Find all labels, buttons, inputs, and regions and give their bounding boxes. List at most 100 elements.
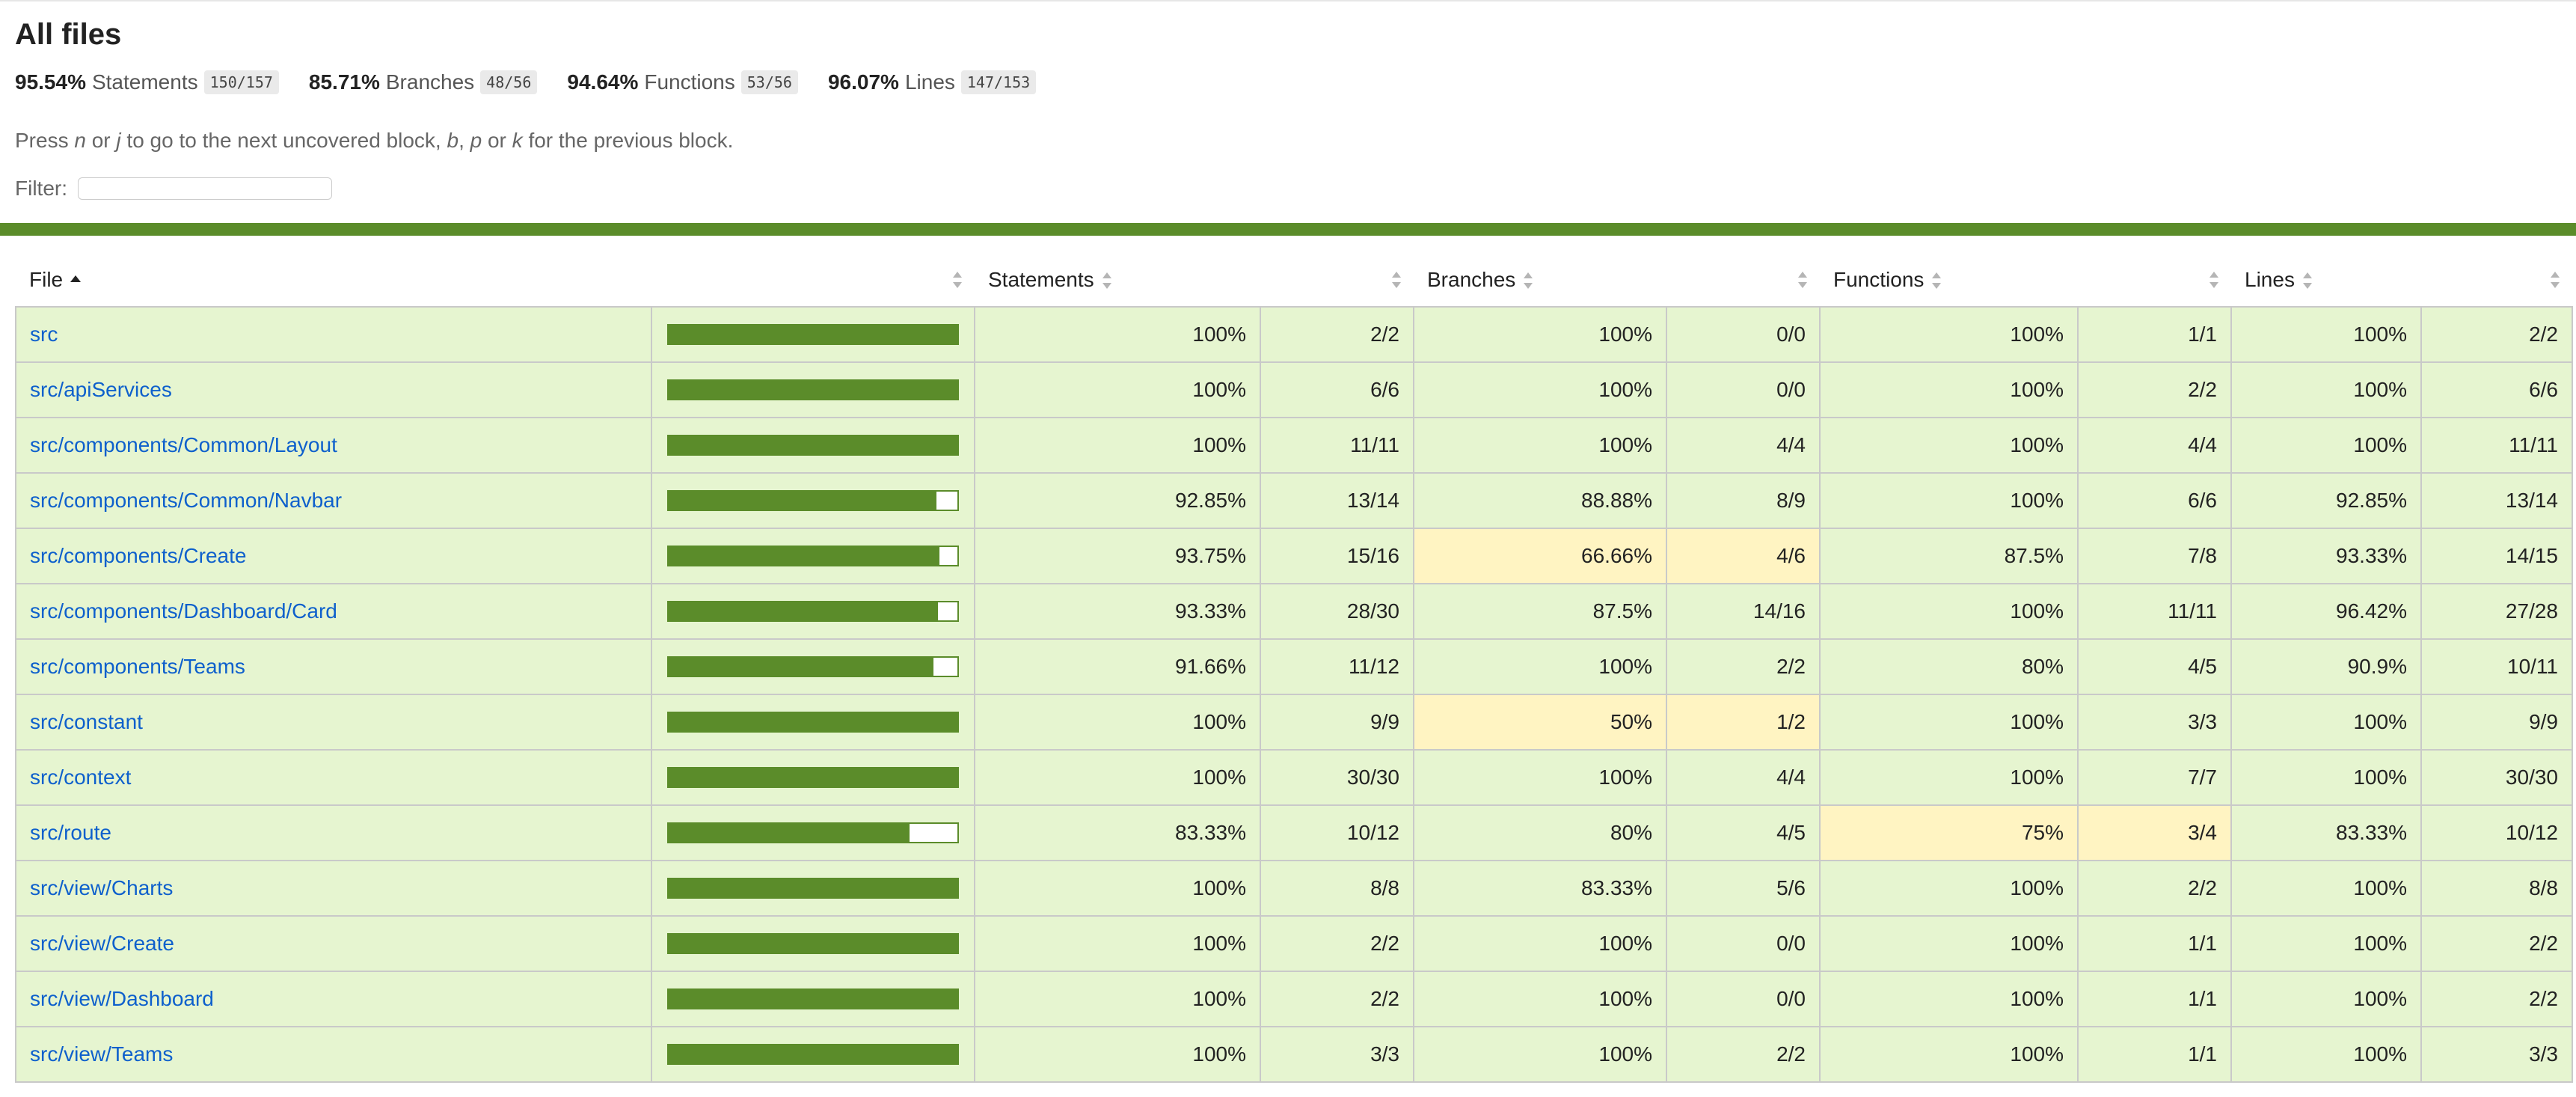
file-link[interactable]: src/components/Teams <box>30 655 245 678</box>
file-link[interactable]: src/components/Common/Navbar <box>30 489 343 512</box>
statements-pct-cell: 100% <box>974 417 1261 474</box>
statements-count-cell: 15/16 <box>1260 528 1414 584</box>
functions-pct-cell: 75% <box>1819 804 2079 861</box>
file-link[interactable]: src/components/Create <box>30 544 247 567</box>
col-branches-header[interactable]: Branches <box>1414 253 1666 307</box>
lines-count-cell: 9/9 <box>2420 694 2573 751</box>
branches-count-cell: 0/0 <box>1666 306 1821 363</box>
coverage-bar-cell <box>651 583 975 640</box>
functions-pct-cell: 100% <box>1819 306 2079 363</box>
file-cell: src <box>15 306 652 363</box>
status-bar <box>0 223 2576 236</box>
statements-count-cell: 2/2 <box>1260 306 1414 363</box>
branches-count-cell: 2/2 <box>1666 638 1821 695</box>
branches-count-cell: 0/0 <box>1666 361 1821 418</box>
hint-text: for the previous block. <box>522 129 734 152</box>
col-statements-header[interactable]: Statements <box>975 253 1260 307</box>
col-file-header[interactable]: File <box>16 253 651 307</box>
table-row: src/route 83.33% 10/12 80% 4/5 75% 3/4 83.33% 10… <box>15 804 2573 861</box>
summary-fraction-badge: 150/157 <box>203 70 279 94</box>
summary-functions: 94.64% Functions 53/56 <box>567 70 798 94</box>
col-functions-header[interactable]: Functions <box>1820 253 2078 307</box>
file-link[interactable]: src <box>30 323 58 346</box>
file-link[interactable]: src/apiServices <box>30 378 172 401</box>
lines-pct-cell: 90.9% <box>2230 638 2422 695</box>
branches-pct-cell: 100% <box>1413 1026 1667 1083</box>
coverage-bar <box>667 988 959 1009</box>
coverage-bar <box>667 878 959 899</box>
coverage-bar <box>667 435 959 456</box>
file-link[interactable]: src/constant <box>30 710 143 733</box>
keyboard-hint: Press n or j to go to the next uncovered… <box>15 127 733 154</box>
coverage-table: File Statements Branches Functions Lines… <box>15 253 2573 1083</box>
statements-count-cell: 11/11 <box>1260 417 1414 474</box>
filter-input[interactable] <box>78 177 332 200</box>
col-statements-count-header[interactable] <box>1260 253 1414 307</box>
lines-pct-cell: 100% <box>2230 860 2422 917</box>
summary-label: Functions <box>644 70 735 94</box>
file-link[interactable]: src/route <box>30 821 111 844</box>
statements-pct-cell: 100% <box>974 971 1261 1027</box>
file-cell: src/apiServices <box>15 361 652 418</box>
branches-pct-cell: 100% <box>1413 915 1667 972</box>
hint-key: k <box>512 129 523 152</box>
file-cell: src/components/Create <box>15 528 652 584</box>
summary-fraction-badge: 147/153 <box>960 70 1037 94</box>
branches-pct-cell: 100% <box>1413 749 1667 806</box>
coverage-bar-fill <box>669 658 933 676</box>
col-functions-label: Functions <box>1833 267 1925 291</box>
file-cell: src/context <box>15 749 652 806</box>
hint-text: or <box>85 129 117 152</box>
coverage-bar-cell <box>651 860 975 917</box>
branches-pct-cell: 100% <box>1413 417 1667 474</box>
coverage-bar-cell <box>651 417 975 474</box>
summary-label: Branches <box>385 70 475 94</box>
file-cell: src/view/Create <box>15 915 652 972</box>
col-branches-count-header[interactable] <box>1666 253 1820 307</box>
file-link[interactable]: src/components/Common/Layout <box>30 433 337 456</box>
file-link[interactable]: src/components/Dashboard/Card <box>30 599 337 623</box>
sort-icon <box>1102 272 1112 290</box>
lines-pct-cell: 100% <box>2230 306 2422 363</box>
functions-pct-cell: 100% <box>1819 694 2079 751</box>
top-rule <box>0 0 2576 1</box>
file-link[interactable]: src/view/Dashboard <box>30 987 214 1010</box>
file-link[interactable]: src/view/Create <box>30 932 174 955</box>
summary-branches: 85.71% Branches 48/56 <box>309 70 538 94</box>
file-link[interactable]: src/view/Charts <box>30 876 174 899</box>
summary-fraction-badge: 48/56 <box>480 70 538 94</box>
file-cell: src/constant <box>15 694 652 751</box>
file-cell: src/view/Dashboard <box>15 971 652 1027</box>
functions-pct-cell: 100% <box>1819 417 2079 474</box>
lines-count-cell: 2/2 <box>2420 306 2573 363</box>
coverage-bar <box>667 546 959 566</box>
col-lines-count-header[interactable] <box>2421 253 2572 307</box>
statements-pct-cell: 100% <box>974 361 1261 418</box>
branches-count-cell: 8/9 <box>1666 472 1821 529</box>
statements-count-cell: 28/30 <box>1260 583 1414 640</box>
lines-pct-cell: 100% <box>2230 749 2422 806</box>
summary-label: Statements <box>91 70 198 94</box>
statements-pct-cell: 100% <box>974 306 1261 363</box>
coverage-bar-fill <box>669 547 939 565</box>
summary-label: Lines <box>904 70 955 94</box>
branches-pct-cell: 100% <box>1413 361 1667 418</box>
branches-pct-cell: 87.5% <box>1413 583 1667 640</box>
coverage-bar-fill <box>669 935 957 953</box>
col-bar-header[interactable] <box>651 253 975 307</box>
branches-pct-cell: 100% <box>1413 971 1667 1027</box>
file-cell: src/components/Teams <box>15 638 652 695</box>
functions-count-cell: 1/1 <box>2077 915 2232 972</box>
hint-text: Press <box>15 129 75 152</box>
summary-pct: 96.07% <box>827 70 899 94</box>
file-link[interactable]: src/context <box>30 766 132 789</box>
table-body: src 100% 2/2 100% 0/0 100% 1/1 100% 2/2 src/apiSe… <box>15 306 2573 1083</box>
coverage-bar <box>667 379 959 400</box>
col-functions-count-header[interactable] <box>2078 253 2231 307</box>
functions-count-cell: 4/5 <box>2077 638 2232 695</box>
functions-count-cell: 7/7 <box>2077 749 2232 806</box>
col-lines-header[interactable]: Lines <box>2231 253 2421 307</box>
file-link[interactable]: src/view/Teams <box>30 1042 174 1066</box>
summary-pct: 94.64% <box>567 70 639 94</box>
file-cell: src/view/Teams <box>15 1026 652 1083</box>
